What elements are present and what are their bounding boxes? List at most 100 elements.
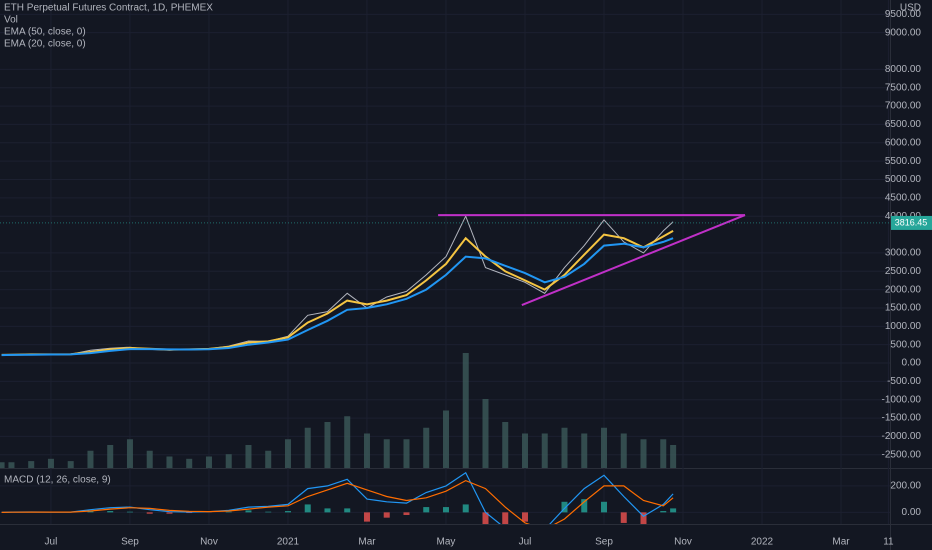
volume-bar bbox=[87, 450, 94, 468]
currency: USD bbox=[900, 3, 921, 14]
x-tick-label: Nov bbox=[674, 537, 692, 548]
macd-histogram-bar bbox=[620, 512, 627, 523]
indicator-label: EMA (20, close, 0) bbox=[4, 39, 86, 50]
series-line bbox=[1, 237, 674, 357]
macd-histogram-bar bbox=[166, 512, 173, 514]
macd-histogram-bar bbox=[265, 511, 272, 513]
y-tick-label: -1500.00 bbox=[882, 413, 922, 424]
y-tick-label: -2500.00 bbox=[882, 449, 922, 460]
volume-bar bbox=[265, 450, 272, 468]
volume-bar bbox=[383, 439, 390, 468]
y-tick-label: 200.00 bbox=[890, 481, 921, 492]
y-tick-label: 500.00 bbox=[890, 339, 921, 350]
volume-bar bbox=[47, 458, 54, 468]
macd-title: MACD (12, 26, close, 9) bbox=[4, 475, 111, 486]
macd-pane bbox=[1, 471, 677, 524]
volume-bar bbox=[502, 422, 509, 468]
y-tick-label: 7500.00 bbox=[885, 82, 922, 93]
volume-bar bbox=[363, 433, 370, 468]
volume-bar bbox=[126, 439, 133, 468]
last-price-label: 3816.45 bbox=[895, 217, 928, 227]
volume-bar bbox=[600, 427, 607, 468]
macd-histogram-bar bbox=[521, 512, 528, 522]
volume-bar bbox=[660, 439, 667, 468]
series-line bbox=[1, 214, 674, 356]
macd-histogram-bar bbox=[363, 512, 370, 522]
axes: 9500.00 9000.00 8000.00 7500.00 7000.00 6500.… bbox=[45, 9, 932, 548]
volume-bar bbox=[640, 439, 647, 468]
x-tick-label: 2021 bbox=[277, 537, 300, 548]
volume-bar bbox=[107, 445, 114, 468]
y-tick-label: 8000.00 bbox=[885, 64, 922, 75]
macd-histogram-bar bbox=[581, 499, 588, 513]
macd-histogram-bar bbox=[423, 507, 430, 513]
macd-histogram-bar bbox=[502, 512, 509, 524]
macd-line bbox=[1, 471, 674, 524]
volume-bar bbox=[541, 433, 548, 468]
volume-bar bbox=[442, 410, 449, 468]
volume-bar bbox=[521, 433, 528, 468]
y-tick-label: 6500.00 bbox=[885, 119, 922, 130]
y-tick-label: 0.00 bbox=[902, 358, 922, 369]
y-tick-label: 5500.00 bbox=[885, 156, 922, 167]
macd-histogram-bar bbox=[186, 512, 193, 514]
macd-histogram-bar bbox=[304, 504, 311, 513]
y-tick-label: -500.00 bbox=[887, 376, 921, 387]
volume-bar bbox=[324, 422, 331, 468]
volume-bar bbox=[8, 462, 15, 468]
macd-histogram-bar bbox=[284, 511, 291, 513]
x-tick-label: Sep bbox=[595, 537, 613, 548]
volume-bar bbox=[186, 458, 193, 468]
macd-histogram-bar bbox=[442, 507, 449, 513]
x-tick-label: 2022 bbox=[751, 537, 774, 548]
chart-title: ETH Perpetual Futures Contract, 1D, PHEM… bbox=[4, 3, 213, 14]
volume-bar bbox=[403, 439, 410, 468]
y-tick-label: 1500.00 bbox=[885, 303, 922, 314]
macd-histogram-bar bbox=[482, 512, 489, 524]
volume-bar bbox=[0, 462, 5, 468]
y-tick-label: 5000.00 bbox=[885, 174, 922, 185]
y-tick-label: 6000.00 bbox=[885, 137, 922, 148]
y-tick-label: 1000.00 bbox=[885, 321, 922, 332]
y-tick-label: -2000.00 bbox=[882, 431, 922, 442]
macd-histogram-bar bbox=[383, 512, 390, 518]
macd-histogram-bar bbox=[324, 508, 331, 513]
indicator-label: Vol bbox=[4, 15, 18, 26]
macd-histogram-bar bbox=[126, 511, 133, 513]
volume-bar bbox=[304, 427, 311, 468]
volume-bar bbox=[620, 433, 627, 468]
price-pane bbox=[0, 214, 890, 357]
volume-bar bbox=[166, 456, 173, 468]
indicator-label: EMA (50, close, 0) bbox=[4, 27, 86, 38]
macd-histogram-bar bbox=[87, 511, 94, 513]
macd-histogram-bar bbox=[146, 512, 153, 514]
volume bbox=[0, 353, 677, 468]
trendline bbox=[521, 214, 746, 306]
y-tick-label: 0.00 bbox=[902, 507, 922, 518]
last-price-box bbox=[891, 215, 932, 230]
y-tick-label: 7000.00 bbox=[885, 101, 922, 112]
macd-histogram-bar bbox=[561, 501, 568, 513]
macd-histogram-bar bbox=[403, 512, 410, 516]
volume-bar bbox=[284, 439, 291, 468]
x-tick-label: Jul bbox=[45, 537, 58, 548]
macd-histogram-bar bbox=[670, 508, 677, 513]
volume-bar bbox=[581, 433, 588, 468]
volume-bar bbox=[423, 427, 430, 468]
macd-histogram-bar bbox=[245, 510, 252, 513]
volume-bar bbox=[146, 450, 153, 468]
y-tick-label: 4500.00 bbox=[885, 192, 922, 203]
volume-bar bbox=[245, 445, 252, 468]
x-tick-label: Sep bbox=[121, 537, 139, 548]
volume-bar bbox=[28, 461, 35, 468]
y-tick-label: 2000.00 bbox=[885, 284, 922, 295]
series-line bbox=[1, 230, 674, 356]
volume-bar bbox=[482, 399, 489, 468]
y-tick-label: -1000.00 bbox=[882, 394, 922, 405]
volume-bar bbox=[225, 454, 232, 468]
macd-histogram-bar bbox=[660, 511, 667, 513]
x-tick-label: Mar bbox=[358, 537, 376, 548]
x-tick-label: May bbox=[437, 537, 456, 548]
macd-histogram-bar bbox=[640, 512, 647, 524]
